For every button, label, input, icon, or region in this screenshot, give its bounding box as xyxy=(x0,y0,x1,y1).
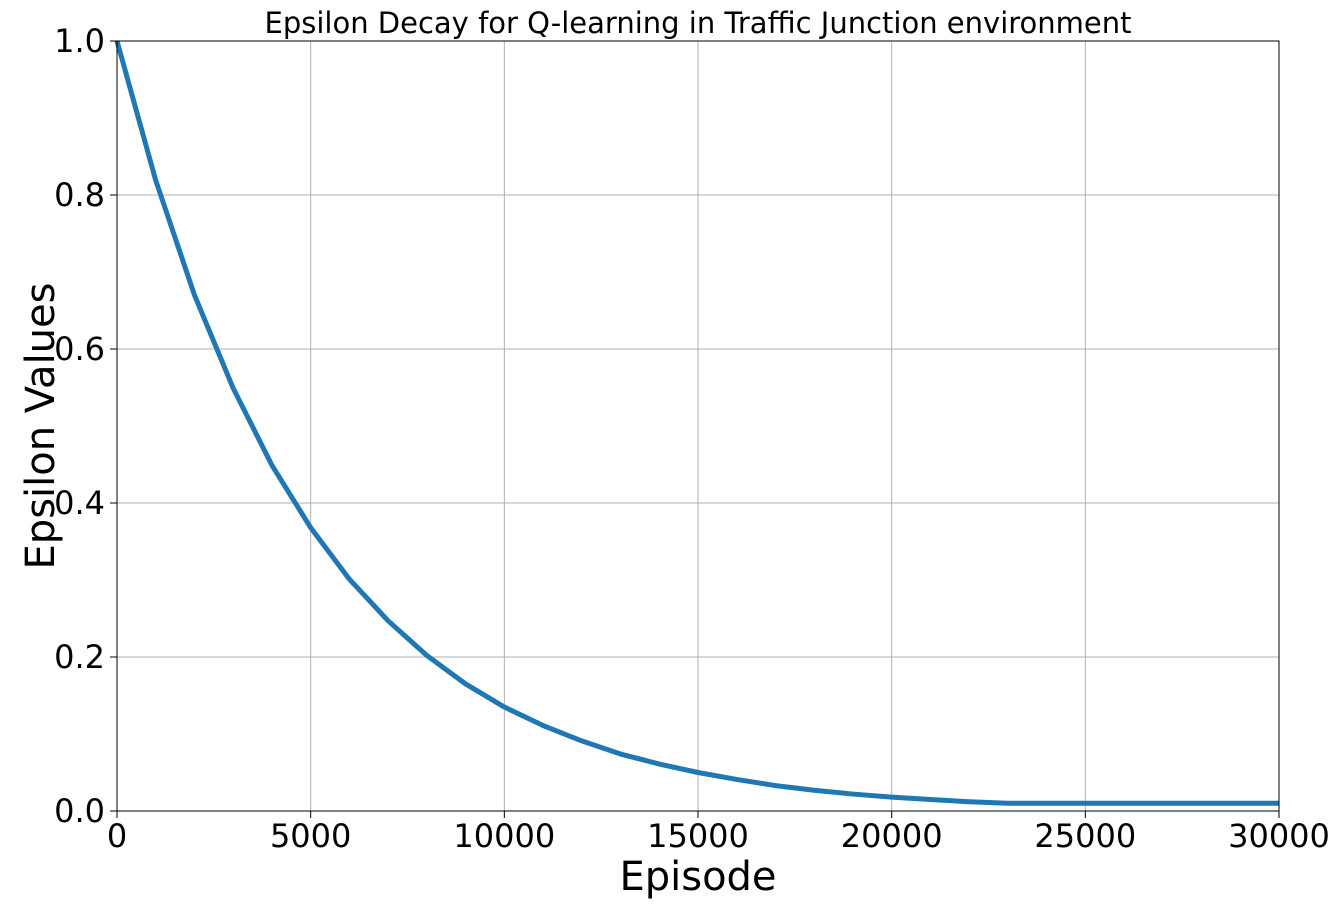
x-tick-label: 30000 xyxy=(1228,817,1330,855)
y-tick-label: 0.6 xyxy=(54,330,105,368)
x-axis-label: Episode xyxy=(619,854,776,900)
x-tick-label: 25000 xyxy=(1034,817,1136,855)
y-tick-label: 0.4 xyxy=(54,484,105,522)
y-tick-label: 0.8 xyxy=(54,176,105,214)
grid-lines xyxy=(116,40,1280,812)
x-tick-label: 15000 xyxy=(647,817,749,855)
x-tick-label: 20000 xyxy=(841,817,943,855)
x-tick-label: 10000 xyxy=(453,817,555,855)
x-tick-label: 0 xyxy=(107,817,127,855)
y-axis-label: Epsilon Values xyxy=(18,283,64,570)
y-tick-label: 1.0 xyxy=(54,22,105,60)
y-tick-label: 0.0 xyxy=(54,792,105,830)
chart-title: Epsilon Decay for Q-learning in Traffic … xyxy=(265,6,1132,40)
series-layer xyxy=(114,40,1279,806)
epsilon-series-line xyxy=(114,40,1279,806)
x-tick-label: 5000 xyxy=(270,817,351,855)
y-tick-label: 0.2 xyxy=(54,638,105,676)
axis-ticks: 0 5000 10000 15000 20000 25000 30000 0.0 0.2 0.4 0… xyxy=(54,22,1330,855)
